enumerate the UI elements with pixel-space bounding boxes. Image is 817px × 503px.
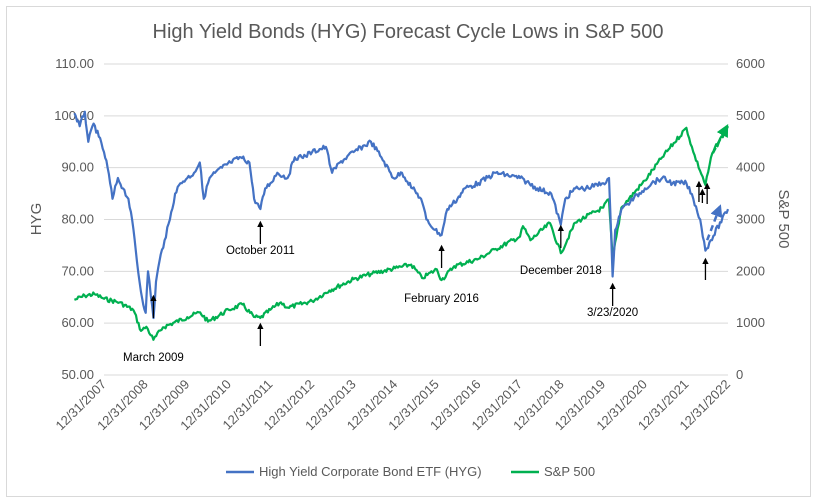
- forecast-arrow-hyg: [705, 204, 723, 241]
- y2-tick-label: 3000: [736, 212, 765, 227]
- annotation-label: March 2009: [123, 352, 184, 364]
- annotation-label: December 2018: [520, 265, 602, 277]
- annotation-label: October 2011: [226, 245, 295, 257]
- y-axis-right: 0 1000 2000 3000 4000 5000 6000: [736, 56, 765, 382]
- y-tick-label: 90.00: [61, 160, 94, 175]
- y-axis-left: 50.00 60.00 70.00 80.00 90.00 100.00 110.00: [54, 56, 94, 382]
- y-axis-title-left: HYG: [28, 203, 45, 236]
- y-tick-label: 60.00: [61, 315, 94, 330]
- y2-tick-label: 0: [736, 367, 743, 382]
- legend-label-hyg: High Yield Corporate Bond ETF (HYG): [259, 464, 482, 479]
- y-tick-label: 110.00: [55, 56, 94, 71]
- y2-tick-label: 4000: [736, 160, 765, 175]
- y-tick-label: 50.00: [61, 367, 94, 382]
- annotation-label: 3/23/2020: [587, 307, 638, 319]
- y-tick-label: 70.00: [61, 263, 94, 278]
- forecast-layer: [705, 123, 729, 241]
- y-tick-label: 100.00: [54, 108, 94, 123]
- y2-tick-label: 1000: [736, 315, 765, 330]
- chart-title: High Yield Bonds (HYG) Forecast Cycle Lo…: [153, 21, 664, 43]
- y-tick-label: 80.00: [61, 212, 94, 227]
- annotation-label: February 2016: [404, 293, 479, 305]
- legend: High Yield Corporate Bond ETF (HYG) S&P 5…: [226, 464, 595, 479]
- annotations-layer: March 2009 October 2011 February 2016 Decem…: [123, 180, 711, 364]
- series-layer: [73, 110, 730, 341]
- chart-frame: [6, 6, 811, 497]
- x-axis: 12/31/200712/31/200812/31/200912/31/2010…: [52, 374, 733, 433]
- forecast-arrow-sp500: [711, 123, 729, 154]
- series-line-hyg: [73, 110, 730, 320]
- grid: [104, 63, 728, 376]
- legend-label-sp500: S&P 500: [544, 464, 595, 479]
- y2-tick-label: 6000: [736, 56, 765, 71]
- series-line-sp500: [74, 125, 729, 341]
- y2-tick-label: 5000: [736, 108, 765, 123]
- y2-tick-label: 2000: [736, 263, 765, 278]
- y-axis-title-right: S&P 500: [775, 190, 792, 249]
